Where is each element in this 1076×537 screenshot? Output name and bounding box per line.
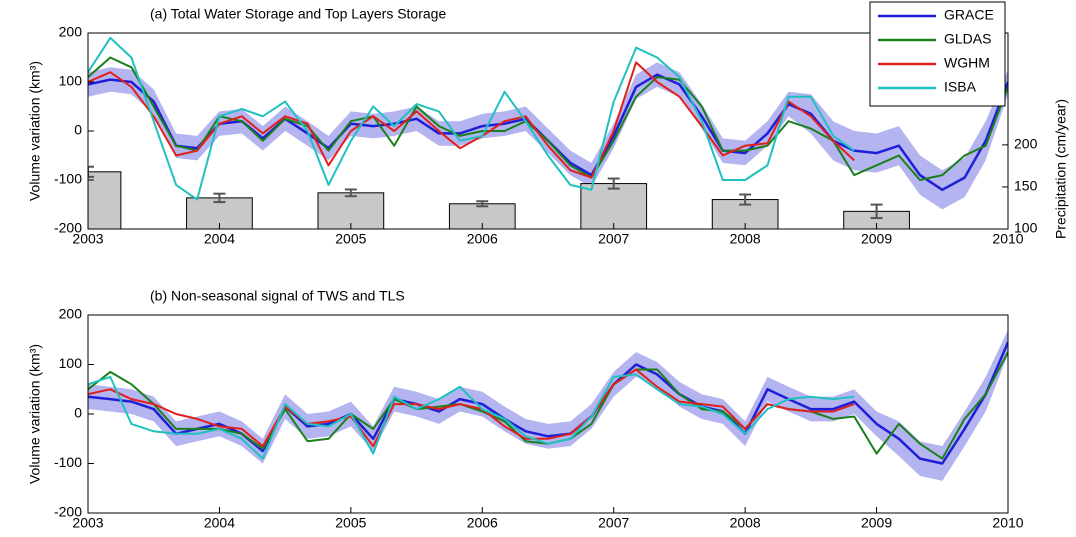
x-tick-label: 2010 <box>992 231 1023 247</box>
y2-tick-label: 150 <box>1014 178 1038 194</box>
y-tick-label: -100 <box>54 171 82 187</box>
y-axis-label: Volume variation (km³) <box>27 61 43 201</box>
x-tick-label: 2009 <box>861 515 892 531</box>
uncertainty-band <box>88 329 1008 481</box>
panel-title: (b) Non-seasonal signal of TWS and TLS <box>150 288 405 304</box>
y-tick-label: -100 <box>54 454 82 470</box>
legend: GRACE GLDAS WGHM ISBA <box>869 1 1006 107</box>
x-tick-label: 2007 <box>598 515 629 531</box>
x-tick-label: 2005 <box>335 231 366 247</box>
y-tick-label: 0 <box>74 405 82 421</box>
y2-tick-label: 100 <box>1014 220 1038 236</box>
y-tick-label: 200 <box>59 24 83 40</box>
x-tick-label: 2004 <box>204 231 235 247</box>
y2-axis-label: Precipitation (cm/year) <box>1053 99 1069 239</box>
legend-label: WGHM <box>944 55 990 71</box>
series-line <box>88 36 855 201</box>
y-tick-label: -200 <box>54 220 82 236</box>
uncertainty-band <box>88 62 1008 210</box>
x-tick-label: 2006 <box>467 231 498 247</box>
plot-area <box>88 329 1008 481</box>
series-line <box>88 56 1008 181</box>
x-tick-label: 2008 <box>730 231 761 247</box>
precip-bar <box>88 171 122 229</box>
x-tick-label: 2010 <box>992 515 1023 531</box>
x-tick-label: 2008 <box>730 515 761 531</box>
x-tick-label: 2003 <box>72 231 103 247</box>
plot-area <box>88 36 1008 229</box>
panel-title: (a) Total Water Storage and Top Layers S… <box>150 6 446 22</box>
y-axis-label: Volume variation (km³) <box>27 344 43 484</box>
x-tick-label: 2005 <box>335 515 366 531</box>
y-tick-label: 100 <box>59 355 83 371</box>
x-tick-label: 2003 <box>72 515 103 531</box>
legend-label: ISBA <box>944 79 977 95</box>
legend-label: GLDAS <box>944 31 991 47</box>
series-line <box>88 373 855 460</box>
x-tick-label: 2009 <box>861 231 892 247</box>
y-tick-label: 0 <box>74 122 82 138</box>
series-line <box>88 368 855 448</box>
x-tick-label: 2007 <box>598 231 629 247</box>
legend-label: GRACE <box>944 7 994 23</box>
x-tick-label: 2004 <box>204 515 235 531</box>
y-tick-label: 100 <box>59 73 83 89</box>
y-tick-label: 200 <box>59 306 83 322</box>
y2-tick-label: 200 <box>1014 136 1038 152</box>
x-tick-label: 2006 <box>467 515 498 531</box>
y-tick-label: -200 <box>54 504 82 520</box>
precip-bar <box>317 192 385 229</box>
